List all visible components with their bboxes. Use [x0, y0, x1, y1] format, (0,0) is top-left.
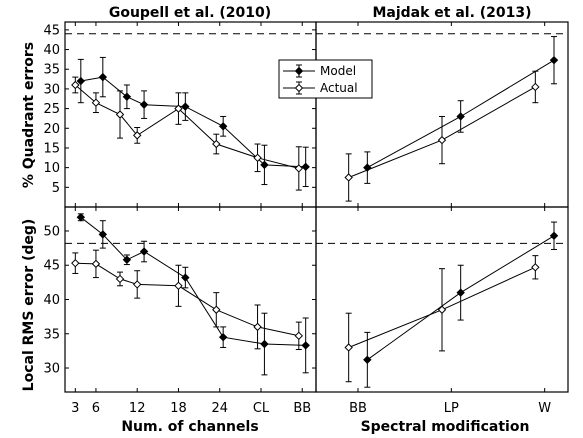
- data-point-model: [139, 100, 149, 109]
- data-point-model: [549, 231, 559, 240]
- xtick-label: 3: [71, 401, 79, 416]
- ytick-label: 50: [43, 224, 60, 239]
- data-point-model: [181, 273, 190, 282]
- data-point-actual: [531, 263, 540, 272]
- series-line-model: [80, 216, 306, 346]
- axes-frame-bottom-right: [315, 206, 569, 393]
- ytick-label: 15: [43, 141, 60, 156]
- data-point-model: [363, 355, 372, 365]
- xtick-label: 18: [170, 401, 187, 416]
- data-point-actual: [91, 259, 101, 269]
- data-point-actual: [71, 80, 80, 90]
- ytick-label: 20: [43, 122, 60, 137]
- data-point-model: [98, 230, 108, 239]
- series-line-actual: [75, 262, 299, 337]
- legend-model-label: Model: [320, 64, 356, 78]
- axes-frame-top-right: [315, 21, 569, 208]
- ytick-label: 30: [43, 362, 60, 377]
- title-left: Goupell et al. (2010): [109, 5, 271, 21]
- data-point-actual: [253, 322, 262, 332]
- data-point-actual: [174, 281, 183, 291]
- legend-box: [278, 59, 373, 99]
- data-point-model: [260, 160, 269, 170]
- ytick-label: 30: [43, 82, 60, 97]
- data-point-actual: [115, 274, 125, 284]
- data-point-model: [301, 162, 310, 172]
- data-point-actual: [174, 104, 183, 113]
- legend-actual-label: Actual: [320, 81, 358, 95]
- ytick-label: 45: [43, 259, 60, 274]
- data-point-model: [260, 339, 269, 349]
- data-point-actual: [212, 139, 221, 149]
- data-point-actual: [132, 280, 142, 289]
- data-point-actual: [437, 135, 447, 145]
- legend-actual-marker: [294, 83, 304, 93]
- data-point-actual: [531, 82, 540, 92]
- data-point-model: [301, 341, 310, 350]
- data-point-actual: [294, 331, 304, 341]
- xtick-label: 6: [92, 401, 100, 416]
- ytick-label: 25: [43, 102, 60, 117]
- panel-top-left: 5 10 15 20 25 30 35 40 45: [43, 21, 317, 208]
- axes-frame-top-left: [64, 21, 317, 208]
- data-point-model: [218, 332, 228, 342]
- data-point-actual: [294, 164, 304, 173]
- xtick-label: BB: [293, 401, 311, 416]
- xtick-label: W: [538, 401, 551, 416]
- ylabel-top: % Quadrant errors: [21, 42, 37, 188]
- ytick-label: 35: [43, 63, 60, 78]
- data-point-model: [456, 288, 465, 297]
- data-point-model: [181, 102, 190, 111]
- data-point-model: [456, 112, 465, 121]
- series-line-actual: [74, 84, 299, 169]
- ytick-label: 40: [43, 293, 60, 308]
- legend-model-marker: [294, 66, 304, 76]
- data-point-actual: [437, 305, 447, 314]
- xlabel-right: Spectral modification: [361, 419, 530, 435]
- ylabel-bottom: Local RMS error (deg): [21, 219, 37, 392]
- xlabel-left: Num. of channels: [121, 419, 258, 435]
- data-point-model: [122, 255, 132, 264]
- xtick-label: LP: [444, 401, 459, 416]
- data-point-model: [218, 122, 228, 131]
- panel-top-right: [315, 21, 569, 208]
- data-point-actual: [91, 98, 101, 107]
- data-point-model: [122, 92, 132, 101]
- data-point-actual: [344, 173, 353, 182]
- ytick-label: 10: [43, 161, 60, 176]
- data-point-actual: [212, 305, 221, 314]
- data-point-actual: [344, 343, 353, 352]
- xtick-label: 12: [129, 401, 146, 416]
- data-point-actual: [253, 153, 262, 163]
- ytick-label: 35: [43, 327, 60, 342]
- ytick-label: 45: [43, 23, 60, 38]
- legend: Model Actual: [278, 59, 373, 99]
- data-point-model: [76, 213, 86, 222]
- xtick-label: 24: [211, 401, 228, 416]
- xtick-label: CL: [253, 401, 270, 416]
- data-point-model: [549, 55, 559, 65]
- data-point-actual: [71, 258, 80, 268]
- ytick-label: 40: [43, 43, 60, 58]
- data-point-model: [98, 72, 108, 82]
- xtick-label: BB: [349, 401, 367, 416]
- panel-bottom-right: BB LP W: [315, 206, 569, 416]
- ytick-label: 5: [52, 181, 60, 196]
- data-point-model: [139, 247, 149, 256]
- panel-bottom-left: 30 35 40 45 50 3 6 12 18 24 CL BB: [43, 206, 317, 416]
- data-point-model: [76, 76, 86, 86]
- title-right: Majdak et al. (2013): [372, 5, 531, 21]
- data-point-actual: [115, 110, 125, 119]
- data-point-actual: [132, 131, 142, 140]
